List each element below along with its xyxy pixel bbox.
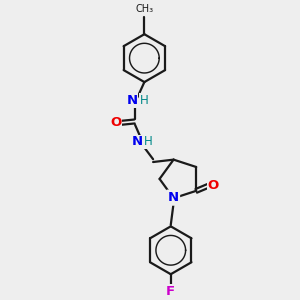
Text: H: H (140, 94, 148, 107)
Text: F: F (166, 285, 175, 298)
Text: O: O (110, 116, 121, 129)
Text: CH₃: CH₃ (135, 4, 153, 14)
Text: N: N (127, 94, 138, 107)
Text: N: N (132, 135, 143, 148)
Text: H: H (144, 135, 152, 148)
Text: N: N (167, 191, 178, 204)
Text: O: O (208, 179, 219, 192)
